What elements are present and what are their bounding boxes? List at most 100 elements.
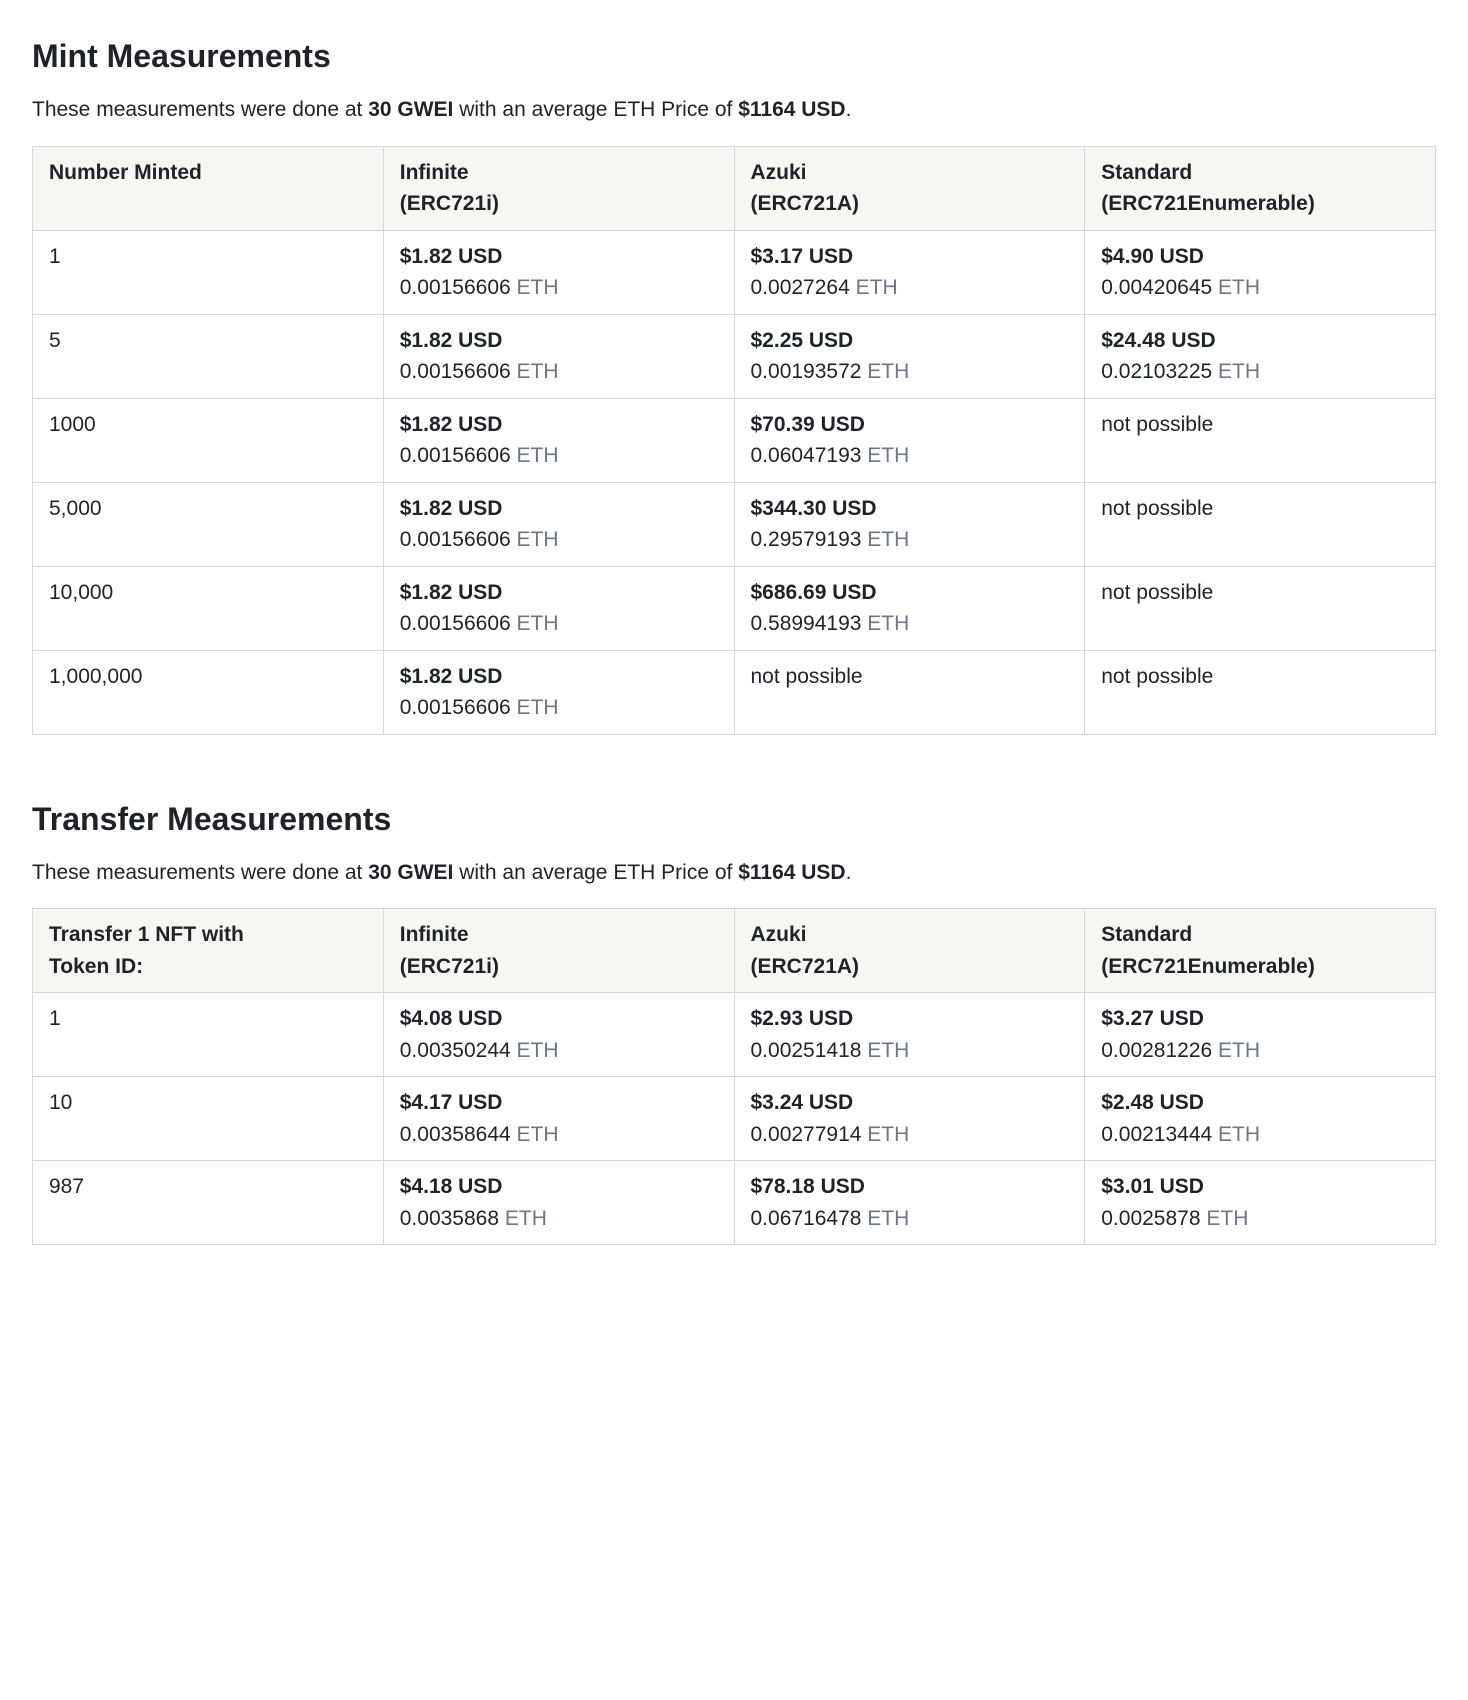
row-label: 987 [33,1161,384,1245]
column-header-line1: Standard [1101,919,1419,951]
column-header: Azuki(ERC721A) [734,146,1085,230]
mint-heading: Mint Measurements [32,32,1436,80]
table-row: 5$1.82 USD0.00156606 ETH$2.25 USD0.00193… [33,314,1436,398]
intro-price: $1164 USD [738,98,845,121]
eth-line: 0.00213444 ETH [1101,1119,1419,1151]
measurement-cell: $2.93 USD0.00251418 ETH [734,993,1085,1077]
usd-value: $4.08 USD [400,1003,718,1035]
usd-value: $24.48 USD [1101,325,1419,357]
table-row: 1$1.82 USD0.00156606 ETH$3.17 USD0.00272… [33,230,1436,314]
eth-line: 0.00193572 ETH [751,356,1069,388]
mint-intro: These measurements were done at 30 GWEI … [32,94,1436,126]
eth-line: 0.00156606 ETH [400,692,718,724]
intro-gwei: 30 GWEI [368,98,453,121]
row-label: 1000 [33,398,384,482]
measurement-cell: $1.82 USD0.00156606 ETH [383,650,734,734]
eth-value: 0.00213444 [1101,1123,1212,1146]
measurement-cell: $4.08 USD0.00350244 ETH [383,993,734,1077]
usd-value: $686.69 USD [751,577,1069,609]
column-header-line2: (ERC721A) [751,188,1069,220]
row-label: 1,000,000 [33,650,384,734]
eth-value: 0.00156606 [400,276,511,299]
eth-unit: ETH [867,360,909,383]
transfer-tbody: 1$4.08 USD0.00350244 ETH$2.93 USD0.00251… [33,993,1436,1245]
eth-line: 0.06047193 ETH [751,440,1069,472]
measurement-cell: $1.82 USD0.00156606 ETH [383,230,734,314]
table-row: 1$4.08 USD0.00350244 ETH$2.93 USD0.00251… [33,993,1436,1077]
usd-value: $1.82 USD [400,325,718,357]
measurement-cell: $1.82 USD0.00156606 ETH [383,482,734,566]
measurement-cell: $3.01 USD0.0025878 ETH [1085,1161,1436,1245]
eth-value: 0.00156606 [400,360,511,383]
row-label: 5,000 [33,482,384,566]
eth-line: 0.29579193 ETH [751,524,1069,556]
column-header: Standard(ERC721Enumerable) [1085,909,1436,993]
eth-line: 0.00156606 ETH [400,356,718,388]
table-row: 987$4.18 USD0.0035868 ETH$78.18 USD0.067… [33,1161,1436,1245]
eth-value: 0.06716478 [751,1207,862,1230]
measurement-cell: $4.18 USD0.0035868 ETH [383,1161,734,1245]
eth-unit: ETH [517,360,559,383]
eth-unit: ETH [1218,360,1260,383]
not-possible: not possible [1101,497,1213,520]
eth-value: 0.00277914 [751,1123,862,1146]
measurement-cell: $344.30 USD0.29579193 ETH [734,482,1085,566]
eth-value: 0.0027264 [751,276,850,299]
measurement-cell: not possible [1085,398,1436,482]
eth-unit: ETH [517,612,559,635]
table-row: 10$4.17 USD0.00358644 ETH$3.24 USD0.0027… [33,1077,1436,1161]
eth-value: 0.00156606 [400,696,511,719]
measurement-cell: $3.24 USD0.00277914 ETH [734,1077,1085,1161]
column-header-line2: (ERC721Enumerable) [1101,951,1419,983]
usd-value: $2.25 USD [751,325,1069,357]
not-possible: not possible [1101,581,1213,604]
usd-value: $4.17 USD [400,1087,718,1119]
column-header-line1: Number Minted [49,157,367,189]
row-label: 10,000 [33,566,384,650]
usd-value: $344.30 USD [751,493,1069,525]
eth-line: 0.0035868 ETH [400,1203,718,1235]
measurement-cell: $24.48 USD0.02103225 ETH [1085,314,1436,398]
mint-table: Number MintedInfinite(ERC721i)Azuki(ERC7… [32,146,1436,735]
eth-line: 0.00277914 ETH [751,1119,1069,1151]
eth-line: 0.00156606 ETH [400,608,718,640]
transfer-table: Transfer 1 NFT withToken ID:Infinite(ERC… [32,908,1436,1245]
eth-unit: ETH [1218,1039,1260,1062]
transfer-thead: Transfer 1 NFT withToken ID:Infinite(ERC… [33,909,1436,993]
table-row: 10,000 $1.82 USD0.00156606 ETH $686.69 USD… [33,566,1436,650]
column-header-line1: Infinite [400,157,718,189]
measurement-cell: $4.90 USD0.00420645 ETH [1085,230,1436,314]
eth-line: 0.00350244 ETH [400,1035,718,1067]
eth-line: 0.00156606 ETH [400,272,718,304]
column-header-line2: (ERC721A) [751,951,1069,983]
column-header-line1: Azuki [751,919,1069,951]
eth-unit: ETH [867,612,909,635]
eth-unit: ETH [1206,1207,1248,1230]
intro-text: with an average ETH Price of [453,861,738,884]
column-header: Infinite(ERC721i) [383,146,734,230]
eth-line: 0.00358644 ETH [400,1119,718,1151]
eth-unit: ETH [856,276,898,299]
eth-value: 0.58994193 [751,612,862,635]
transfer-heading: Transfer Measurements [32,795,1436,843]
column-header: Azuki(ERC721A) [734,909,1085,993]
measurement-cell: $1.82 USD0.00156606 ETH [383,314,734,398]
eth-value: 0.00350244 [400,1039,511,1062]
eth-unit: ETH [517,1039,559,1062]
usd-value: $1.82 USD [400,577,718,609]
eth-value: 0.29579193 [751,528,862,551]
column-header: Number Minted [33,146,384,230]
eth-unit: ETH [867,528,909,551]
eth-line: 0.00156606 ETH [400,440,718,472]
eth-value: 0.00358644 [400,1123,511,1146]
usd-value: $1.82 USD [400,409,718,441]
intro-text: with an average ETH Price of [453,98,738,121]
measurement-cell: $4.17 USD0.00358644 ETH [383,1077,734,1161]
eth-unit: ETH [1218,1123,1260,1146]
column-header: Transfer 1 NFT withToken ID: [33,909,384,993]
eth-line: 0.00420645 ETH [1101,272,1419,304]
intro-text: These measurements were done at [32,861,368,884]
eth-unit: ETH [1218,276,1260,299]
column-header-line2: (ERC721i) [400,188,718,220]
column-header-line1: Standard [1101,157,1419,189]
